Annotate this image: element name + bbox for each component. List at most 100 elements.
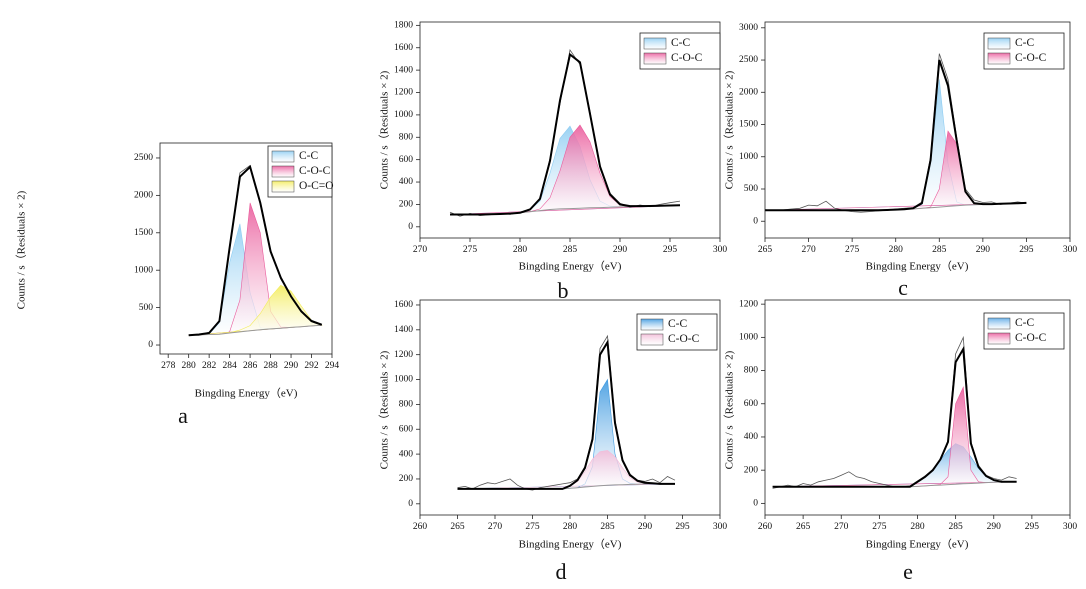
x-tick-label: 282: [202, 361, 217, 371]
y-tick-label: 200: [399, 200, 414, 210]
x-tick-label: 280: [182, 361, 197, 371]
y-tick-label: 400: [399, 449, 414, 459]
y-tick-label: 1600: [394, 300, 413, 310]
y-tick-label: 500: [744, 184, 759, 194]
x-tick-label: 295: [1025, 522, 1040, 532]
y-tick-label: 1000: [394, 375, 413, 385]
x-tick-label: 275: [525, 522, 540, 532]
x-tick-label: 270: [488, 522, 503, 532]
component-peak: [765, 130, 1027, 211]
x-tick-label: 285: [932, 245, 947, 255]
legend-swatch: [987, 52, 1011, 65]
y-tick-label: 0: [753, 216, 758, 226]
y-tick-label: 1200: [739, 299, 758, 309]
x-tick-label: 286: [243, 361, 258, 371]
x-tick-label: 270: [801, 245, 816, 255]
x-tick-label: 290: [987, 522, 1002, 532]
x-tick-label: 265: [758, 245, 773, 255]
raw-data: [457, 334, 676, 491]
x-tick-label: 280: [889, 245, 904, 255]
x-tick-label: 284: [222, 361, 237, 371]
x-tick-label: 270: [834, 522, 849, 532]
fit-envelope: [188, 165, 323, 337]
x-tick-label: 280: [910, 522, 925, 532]
fit-envelope: [457, 339, 675, 490]
x-tick-label: 295: [663, 245, 678, 255]
x-tick-label: 295: [675, 522, 690, 532]
x-tick-label: 290: [638, 522, 653, 532]
x-tick-label: 285: [563, 245, 578, 255]
y-tick-label: 600: [399, 155, 414, 165]
y-tick-label: 1200: [394, 88, 413, 98]
x-tick-label: 290: [976, 245, 991, 255]
y-tick-label: 3000: [739, 23, 758, 33]
y-tick-label: 0: [408, 499, 413, 509]
y-tick-label: 0: [408, 222, 413, 232]
y-tick-label: 1000: [739, 152, 758, 162]
panel-label: e: [903, 559, 913, 584]
x-tick-label: 294: [325, 361, 340, 371]
raw-data: [772, 335, 1017, 489]
x-tick-label: 290: [284, 361, 299, 371]
legend-swatch: [643, 37, 667, 50]
x-tick-label: 265: [796, 522, 811, 532]
x-tick-label: 290: [613, 245, 628, 255]
y-tick-label: 1000: [394, 110, 413, 120]
y-tick-label: 400: [744, 432, 759, 442]
panel-label: a: [178, 403, 188, 428]
legend-label: C-O-C: [671, 52, 703, 64]
legend-swatch: [987, 317, 1011, 330]
x-tick-label: 300: [713, 522, 728, 532]
x-tick-label: 292: [304, 361, 319, 371]
y-tick-label: 800: [744, 366, 759, 376]
y-tick-label: 600: [399, 424, 414, 434]
legend-label: C-O-C: [668, 333, 700, 345]
y-tick-label: 1500: [134, 228, 153, 238]
y-axis-title: Counts / s（Residuals × 2): [378, 70, 391, 189]
legend-swatch: [271, 150, 295, 163]
x-tick-label: 275: [463, 245, 478, 255]
plot-area: [765, 53, 1027, 213]
y-tick-label: 1500: [739, 120, 758, 130]
legend-label: C-C: [671, 37, 691, 49]
component-peak: [457, 378, 676, 490]
panel-label: b: [558, 278, 569, 303]
legend-swatch: [271, 180, 295, 193]
y-tick-label: 1400: [394, 65, 413, 75]
x-tick-label: 300: [1063, 245, 1078, 255]
x-tick-label: 270: [413, 245, 428, 255]
y-tick-label: 1000: [739, 333, 758, 343]
plot-frame: [159, 142, 333, 355]
x-tick-label: 280: [513, 245, 528, 255]
legend-label: C-O-C: [1015, 52, 1047, 64]
plot-area: [449, 48, 681, 217]
x-axis-title: Bingding Energy（eV): [866, 538, 969, 551]
plot-area: [188, 164, 323, 337]
x-tick-label: 300: [1063, 522, 1078, 532]
legend-label: C-C: [299, 150, 319, 162]
legend-swatch: [640, 333, 664, 346]
legend-label: C-O-C: [1015, 332, 1047, 344]
legend-swatch: [987, 332, 1011, 345]
legend-label: C-C: [1015, 317, 1035, 329]
x-tick-label: 280: [563, 522, 578, 532]
y-tick-label: 1000: [134, 265, 153, 275]
legend-swatch: [643, 52, 667, 65]
y-tick-label: 0: [753, 499, 758, 509]
x-tick-label: 275: [845, 245, 860, 255]
x-axis-title: Bingding Energy（eV): [519, 538, 622, 551]
legend-label: C-O-C: [299, 165, 331, 177]
y-tick-label: 2000: [134, 191, 153, 201]
y-axis-title: Counts / s（Residuals × 2): [723, 350, 736, 469]
panel-label: c: [898, 275, 908, 300]
x-tick-label: 260: [413, 522, 428, 532]
x-tick-label: 295: [1019, 245, 1034, 255]
legend-label: C-C: [668, 318, 688, 330]
plot-area: [772, 335, 1017, 489]
y-tick-label: 200: [744, 465, 759, 475]
legend-label: O-C=O: [299, 180, 334, 192]
legend-swatch: [987, 37, 1011, 50]
y-tick-label: 400: [399, 177, 414, 187]
fit-envelope: [772, 345, 1017, 488]
